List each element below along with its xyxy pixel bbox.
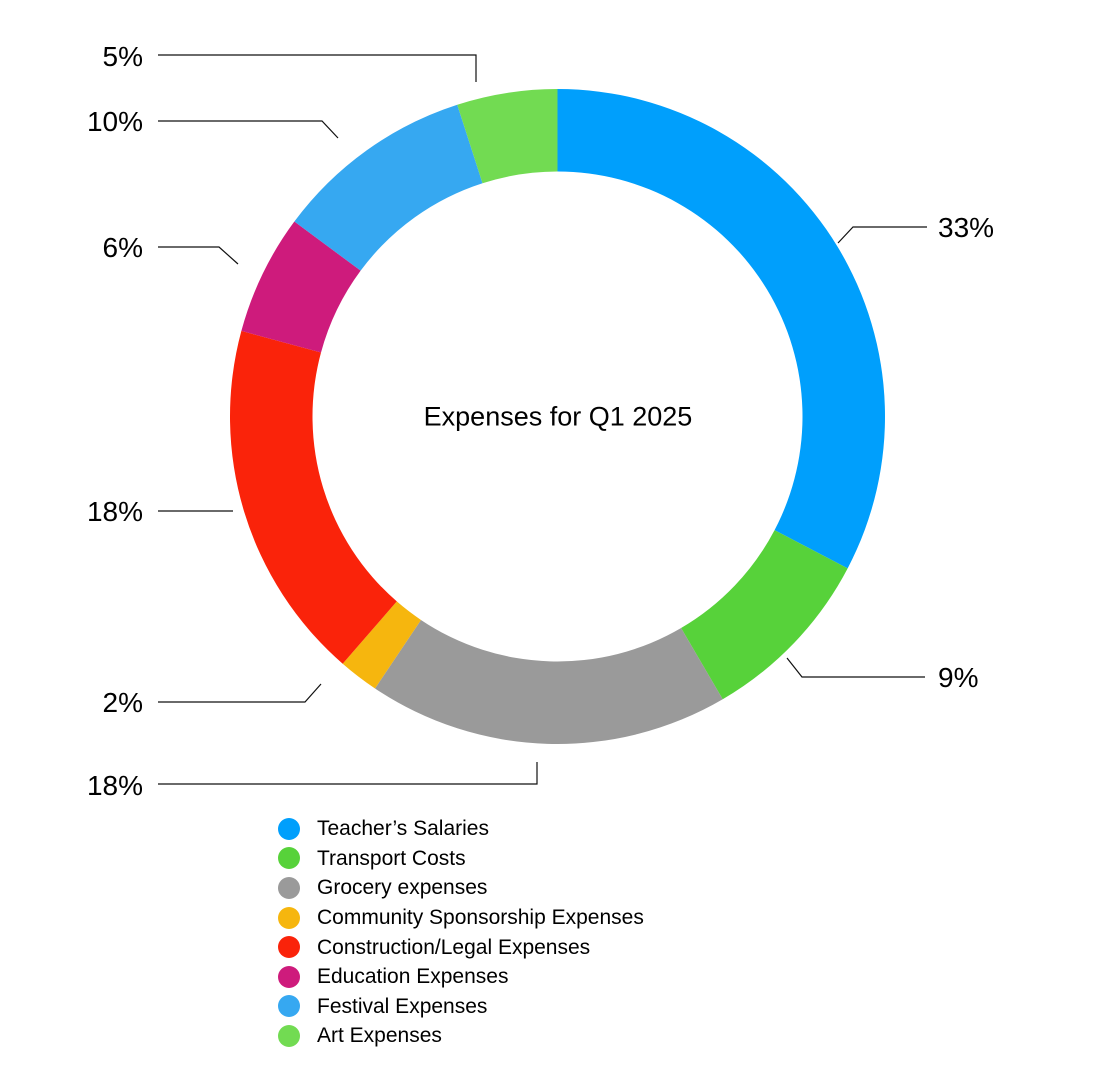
donut-slice-transport-costs[interactable] (681, 530, 848, 700)
donut-slice-community-sponsorship-expenses[interactable] (342, 601, 421, 689)
legend-label-teacher-s-salaries: Teacher’s Salaries (317, 817, 489, 841)
leader-line-grocery-expenses (158, 762, 538, 785)
legend-swatch-festival-expenses (278, 995, 300, 1018)
legend-item-transport-costs: Transport Costs (278, 844, 644, 874)
legend-label-transport-costs: Transport Costs (317, 846, 466, 870)
legend-swatch-education-expenses (278, 965, 300, 988)
legend-swatch-construction-legal-expenses (278, 936, 300, 959)
legend-label-festival-expenses: Festival Expenses (317, 994, 488, 1018)
callout-label-community-sponsorship: 2% (102, 687, 143, 718)
leader-line-festival-expenses (158, 120, 339, 139)
callout-label-grocery-expenses: 18% (86, 770, 143, 801)
legend-swatch-grocery-expenses (278, 876, 300, 899)
callout-label-education-expenses: 6% (102, 232, 143, 263)
callout-label-teachers-salaries: 33% (938, 212, 995, 243)
donut-slice-teacher-s-salaries[interactable] (557, 89, 886, 569)
legend-swatch-community-sponsorship-expenses (278, 906, 300, 929)
legend-item-festival-expenses: Festival Expenses (278, 992, 644, 1022)
leader-line-community-sponsorship (158, 683, 322, 703)
legend-label-grocery-expenses: Grocery expenses (317, 876, 488, 900)
callout-label-festival-expenses: 10% (86, 106, 143, 137)
legend-label-education-expenses: Education Expenses (317, 965, 509, 989)
chart-title: Expenses for Q1 2025 (423, 401, 693, 432)
legend-swatch-art-expenses (278, 1024, 300, 1047)
chart-legend: Teacher’s Salaries Transport Costs Grocery… (278, 814, 644, 1051)
legend-label-community-sponsorship-expenses: Community Sponsorship Expenses (317, 906, 644, 930)
callout-label-transport-costs: 9% (938, 662, 979, 693)
legend-label-construction-legal-expenses: Construction/Legal Expenses (317, 935, 591, 959)
donut-slice-art-expenses[interactable] (457, 89, 558, 184)
donut-slice-festival-expenses[interactable] (294, 104, 483, 271)
legend-item-teacher-s-salaries: Teacher’s Salaries (278, 814, 644, 844)
legend-swatch-teacher-s-salaries (278, 817, 300, 840)
leader-line-transport-costs (786, 657, 925, 678)
callout-label-art-expenses: 5% (102, 41, 143, 72)
legend-item-art-expenses: Art Expenses (278, 1021, 644, 1051)
legend-label-art-expenses: Art Expenses (317, 1024, 442, 1048)
donut-slice-grocery-expenses[interactable] (375, 619, 723, 744)
legend-item-construction-legal-expenses: Construction/Legal Expenses (278, 932, 644, 962)
legend-swatch-transport-costs (278, 847, 300, 870)
donut-slice-construction-legal-expenses[interactable] (230, 330, 397, 664)
leader-line-teachers-salaries (837, 226, 927, 244)
legend-item-education-expenses: Education Expenses (278, 962, 644, 992)
donut-slice-education-expenses[interactable] (241, 221, 361, 353)
legend-item-grocery-expenses: Grocery expenses (278, 873, 644, 903)
leader-line-education-expenses (158, 246, 239, 265)
leader-line-art-expenses (158, 54, 477, 82)
legend-item-community-sponsorship-expenses: Community Sponsorship Expenses (278, 903, 644, 933)
callout-label-construction-legal: 18% (86, 496, 143, 527)
